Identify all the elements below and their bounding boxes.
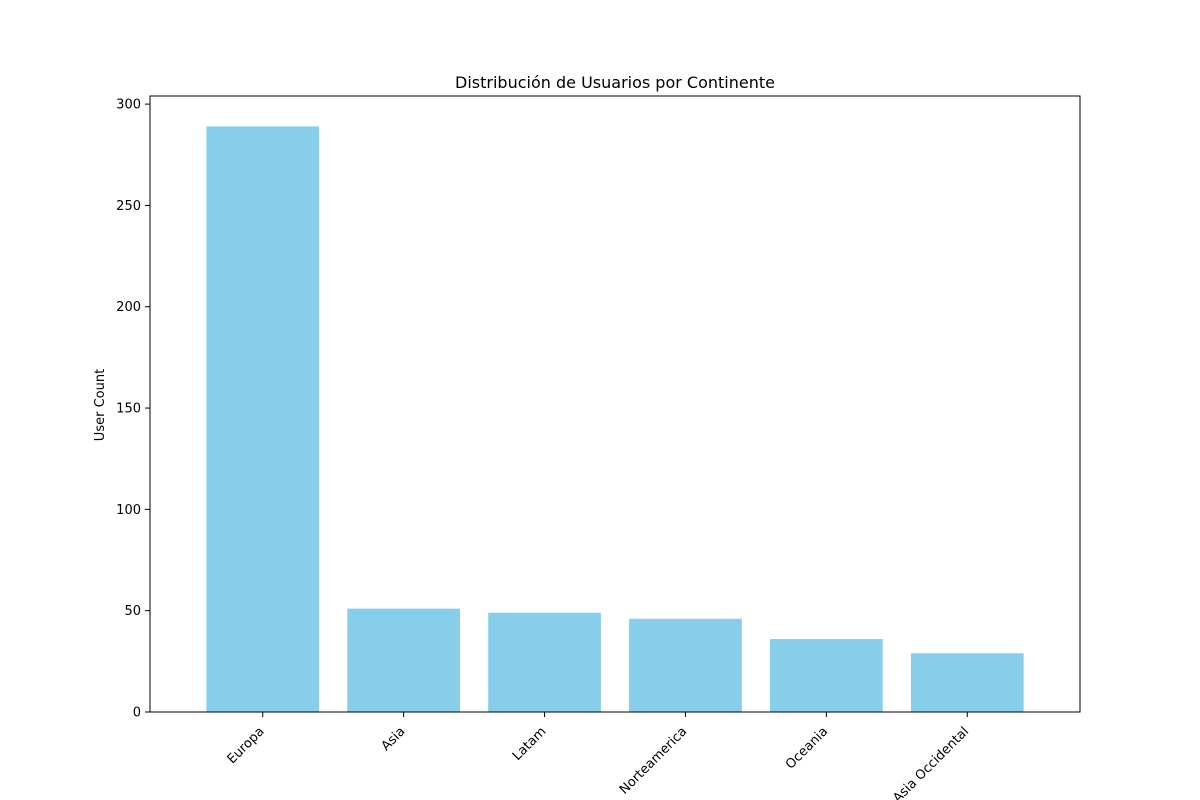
x-axis: Europa Asia Latam Norteamerica Oceania Asia O… — [225, 712, 972, 800]
y-axis: 0 50 100 150 200 250 300 — [116, 98, 150, 721]
y-tick-label: 50 — [124, 604, 141, 619]
plot-frame — [149, 95, 1081, 713]
y-tick-label: 100 — [116, 503, 141, 518]
chart-title: Distribución de Usuarios por Continente — [455, 73, 775, 92]
bar-europa — [206, 126, 320, 712]
y-axis-label: User Count — [93, 369, 108, 441]
bar-norteamerica — [629, 618, 742, 712]
y-tick-label: 300 — [116, 98, 141, 113]
x-tick-label: Europa — [225, 724, 268, 767]
x-tick-label: Asia Occidental — [890, 724, 972, 800]
y-tick-label: 150 — [116, 402, 141, 417]
bar-latam — [488, 612, 601, 712]
bars-group — [206, 126, 1024, 712]
y-tick-label: 250 — [116, 199, 141, 214]
x-tick-label: Asia — [379, 724, 409, 754]
y-tick-label: 0 — [133, 706, 141, 721]
x-tick-label: Latam — [510, 724, 550, 764]
y-tick-label: 200 — [116, 300, 141, 315]
bar-asia — [347, 608, 460, 712]
bar-asia-occidental — [910, 653, 1024, 712]
x-tick-label: Oceania — [783, 724, 831, 772]
bar-oceania — [770, 639, 883, 712]
x-tick-label: Norteamerica — [617, 724, 690, 797]
